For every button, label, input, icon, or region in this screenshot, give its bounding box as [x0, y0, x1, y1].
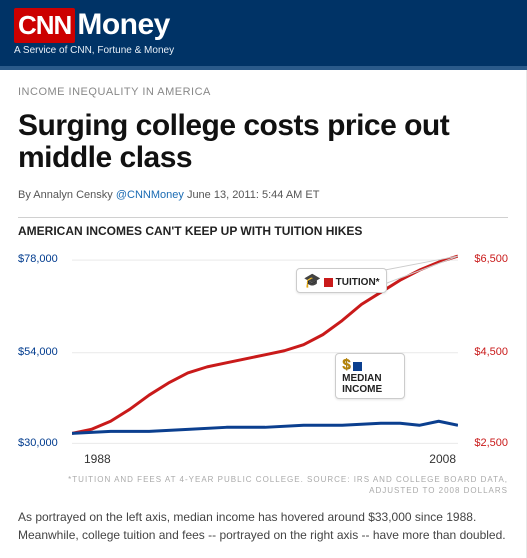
article-kicker: INCOME INEQUALITY IN AMERICA [18, 86, 508, 98]
brand-tagline: A Service of CNN, Fortune & Money [14, 45, 513, 56]
money-wordmark: Money [77, 8, 170, 42]
chart-container: AMERICAN INCOMES CAN'T KEEP UP WITH TUIT… [18, 217, 508, 496]
chart-svg [72, 248, 458, 449]
x-axis-start: 1988 [84, 452, 111, 466]
legend-tuition: 🎓 TUITION* [296, 268, 386, 293]
left-axis-tick: $30,000 [18, 437, 58, 449]
byline-prefix: By [18, 189, 33, 201]
chart-plot-area: $78,000 $54,000 $30,000 $6,500 $4,500 $2,500 1… [18, 242, 508, 472]
article-headline: Surging college costs price out middle c… [18, 110, 508, 175]
series-tuition [72, 256, 458, 433]
legend-swatch [324, 278, 333, 287]
series-median_income [72, 421, 458, 433]
right-axis-tick: $4,500 [474, 346, 508, 358]
legend-label: TUITION* [336, 277, 380, 288]
legend-median_income: $ MEDIANINCOME [335, 353, 405, 400]
brand-logo[interactable]: CNN Money [14, 8, 513, 43]
left-axis-tick: $78,000 [18, 253, 58, 265]
x-axis-end: 2008 [429, 452, 456, 466]
article-byline: By Annalyn Censky @CNNMoney June 13, 201… [18, 189, 508, 201]
right-axis-tick: $6,500 [474, 253, 508, 265]
article-body: INCOME INEQUALITY IN AMERICA Surging col… [0, 70, 527, 558]
legend-swatch [353, 362, 362, 371]
graduation-cap-icon: 🎓 [303, 272, 320, 289]
left-axis-tick: $54,000 [18, 346, 58, 358]
chart-caption: As portrayed on the left axis, median in… [18, 508, 508, 544]
legend-label: MEDIANINCOME [342, 373, 382, 395]
byline-datetime: June 13, 2011: 5:44 AM ET [187, 189, 320, 201]
chart-title: AMERICAN INCOMES CAN'T KEEP UP WITH TUIT… [18, 224, 508, 238]
dollar-sign-icon: $ [342, 357, 350, 374]
site-header: CNN Money A Service of CNN, Fortune & Mo… [0, 0, 527, 66]
byline-twitter[interactable]: @CNNMoney [116, 189, 184, 201]
right-axis-tick: $2,500 [474, 437, 508, 449]
chart-footnote: *TUITION AND FEES AT 4-YEAR PUBLIC COLLE… [18, 474, 508, 496]
cnn-logo: CNN [14, 8, 75, 43]
byline-author: Annalyn Censky [33, 189, 113, 201]
